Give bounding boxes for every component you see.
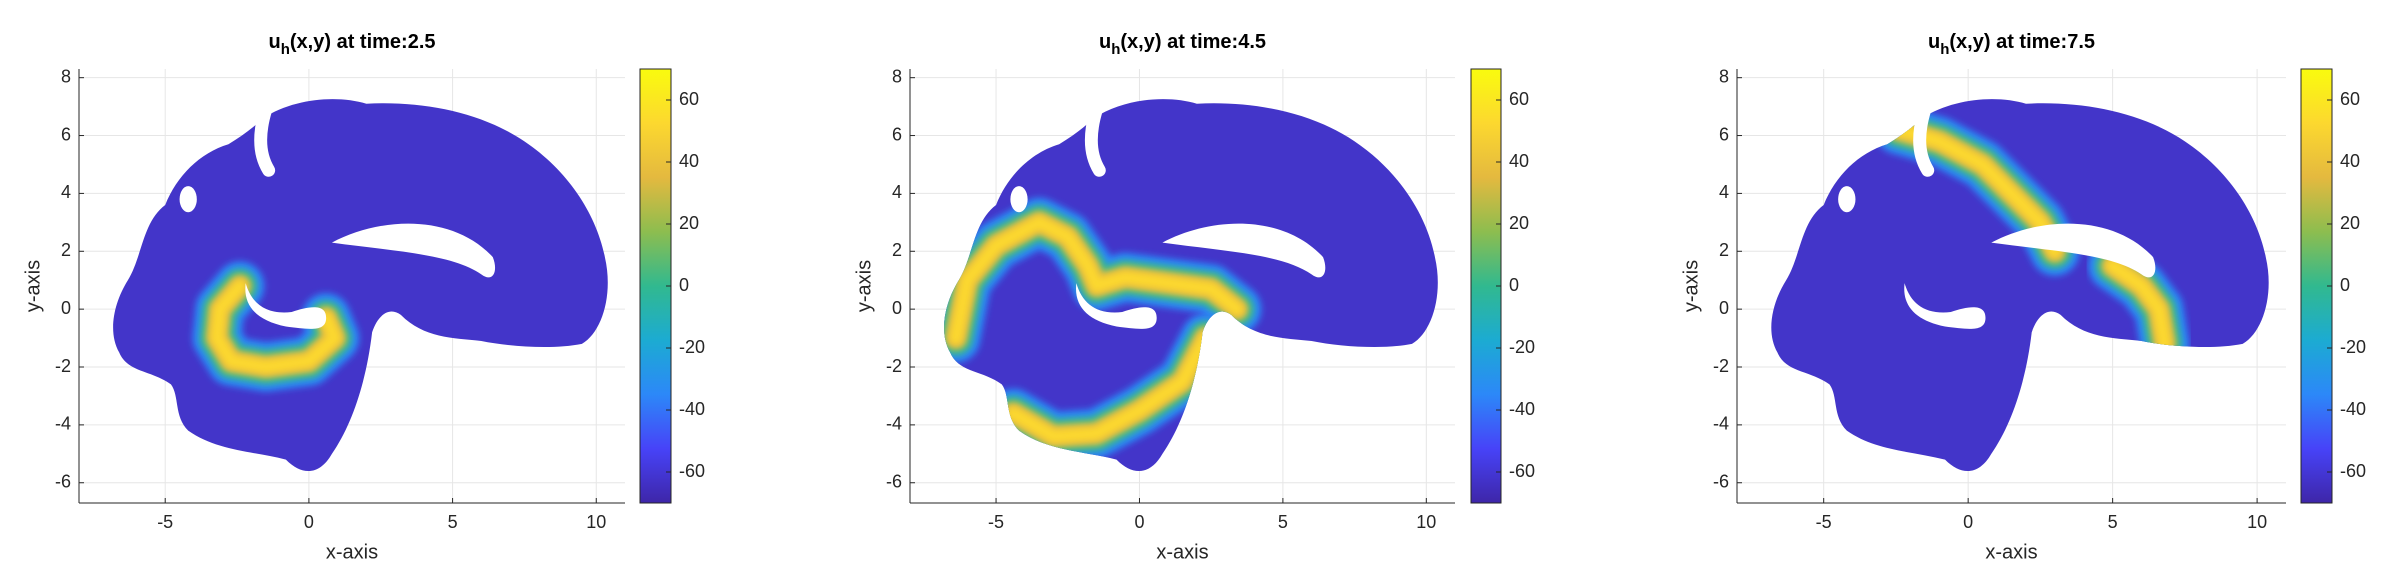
wave-front <box>210 279 342 374</box>
x-tick-label: 5 <box>2108 512 2118 532</box>
x-tick-label: 5 <box>1278 512 1288 532</box>
domain <box>113 99 608 471</box>
colorbar-tick-label: -40 <box>1509 399 1535 419</box>
colorbar-tick-label: -20 <box>679 337 705 357</box>
colorbar-tick-label: -20 <box>2340 337 2366 357</box>
wave-front <box>949 215 1244 345</box>
x-tick-label: -5 <box>988 512 1004 532</box>
chart-title: uh(x,y) at time:2.5 <box>269 31 436 58</box>
y-tick-label: 2 <box>61 240 71 260</box>
colorbar-tick-label: 20 <box>1509 213 1529 233</box>
y-axis-label: y-axis <box>22 260 44 312</box>
y-tick-label: 0 <box>892 298 902 318</box>
title-subscript: h <box>1940 41 1949 58</box>
x-tick-label: 10 <box>2247 512 2267 532</box>
colorbar-tick-label: 20 <box>679 213 699 233</box>
y-tick-label: -6 <box>1713 471 1729 491</box>
title-base: u <box>1928 31 1940 53</box>
title-base: u <box>269 31 281 53</box>
title-base: u <box>1099 31 1111 53</box>
y-tick-label: 4 <box>61 182 71 202</box>
colorbar-tick-label: 20 <box>2340 213 2360 233</box>
title-rest: (x,y) at time:4.5 <box>1120 31 1266 53</box>
colorbar-tick-label: 60 <box>2340 89 2360 109</box>
wave-fronts <box>944 197 1262 462</box>
wave-fronts <box>192 261 360 392</box>
y-tick-label: 6 <box>1719 124 1729 144</box>
field <box>113 99 608 471</box>
y-tick-label: 4 <box>892 182 902 202</box>
title-rest: (x,y) at time:2.5 <box>290 31 436 53</box>
colorbar-tick-label: 40 <box>2340 151 2360 171</box>
colorbar-tick-label: 0 <box>1509 275 1519 295</box>
y-tick-label: 6 <box>892 124 902 144</box>
chart-title: uh(x,y) at time:7.5 <box>1928 31 2095 58</box>
x-axis-label: x-axis <box>1985 541 2037 563</box>
colorbar-tick-label: -40 <box>2340 399 2366 419</box>
colorbar-tick-label: 60 <box>1509 89 1529 109</box>
y-tick-label: -6 <box>55 471 71 491</box>
y-axis-label: y-axis <box>1680 260 1702 312</box>
x-tick-label: 0 <box>1963 512 1973 532</box>
y-tick-label: -4 <box>1713 414 1729 434</box>
x-tick-label: 10 <box>586 512 606 532</box>
x-tick-label: 10 <box>1416 512 1436 532</box>
y-tick-label: -2 <box>886 356 902 376</box>
y-tick-label: -2 <box>55 356 71 376</box>
colorbar-tick-label: 40 <box>1509 151 1529 171</box>
colorbar-tick-label: -60 <box>679 461 705 481</box>
colorbar-tick-label: 60 <box>679 89 699 109</box>
x-tick-label: 0 <box>304 512 314 532</box>
x-axis-label: x-axis <box>1156 541 1208 563</box>
title-rest: (x,y) at time:7.5 <box>1949 31 2095 53</box>
y-tick-label: 0 <box>61 298 71 318</box>
colorbar <box>2300 68 2333 504</box>
colorbar-tick-label: 0 <box>679 275 689 295</box>
colorbar-tick-label: 40 <box>679 151 699 171</box>
y-tick-label: 2 <box>1719 240 1729 260</box>
y-tick-label: 8 <box>892 66 902 86</box>
x-tick-label: 0 <box>1134 512 1144 532</box>
y-tick-label: 0 <box>1719 298 1729 318</box>
colorbar-tick-label: -60 <box>2340 461 2366 481</box>
y-tick-label: 6 <box>61 124 71 144</box>
colorbar-tick-label: 0 <box>2340 275 2350 295</box>
y-tick-label: 8 <box>61 66 71 86</box>
y-tick-label: -4 <box>55 414 71 434</box>
title-subscript: h <box>281 41 290 58</box>
wave-front <box>1006 331 1212 443</box>
wave-front <box>2106 259 2172 351</box>
field <box>1771 99 2269 471</box>
chart-title: uh(x,y) at time:4.5 <box>1099 31 1266 58</box>
y-tick-label: -4 <box>886 414 902 434</box>
x-tick-label: 5 <box>448 512 458 532</box>
x-tick-label: -5 <box>157 512 173 532</box>
y-tick-label: -6 <box>886 471 902 491</box>
y-axis-label: y-axis <box>853 260 875 312</box>
title-subscript: h <box>1111 41 1120 58</box>
y-tick-label: -2 <box>1713 356 1729 376</box>
x-axis-label: x-axis <box>326 541 378 563</box>
domain <box>1771 99 2269 471</box>
colorbar-tick-label: -60 <box>1509 461 1535 481</box>
y-tick-label: 8 <box>1719 66 1729 86</box>
x-tick-label: -5 <box>1816 512 1832 532</box>
field <box>944 99 1438 471</box>
colorbar-tick-label: -20 <box>1509 337 1535 357</box>
y-tick-label: 2 <box>892 240 902 260</box>
colorbar-tick-label: -40 <box>679 399 705 419</box>
y-tick-label: 4 <box>1719 182 1729 202</box>
